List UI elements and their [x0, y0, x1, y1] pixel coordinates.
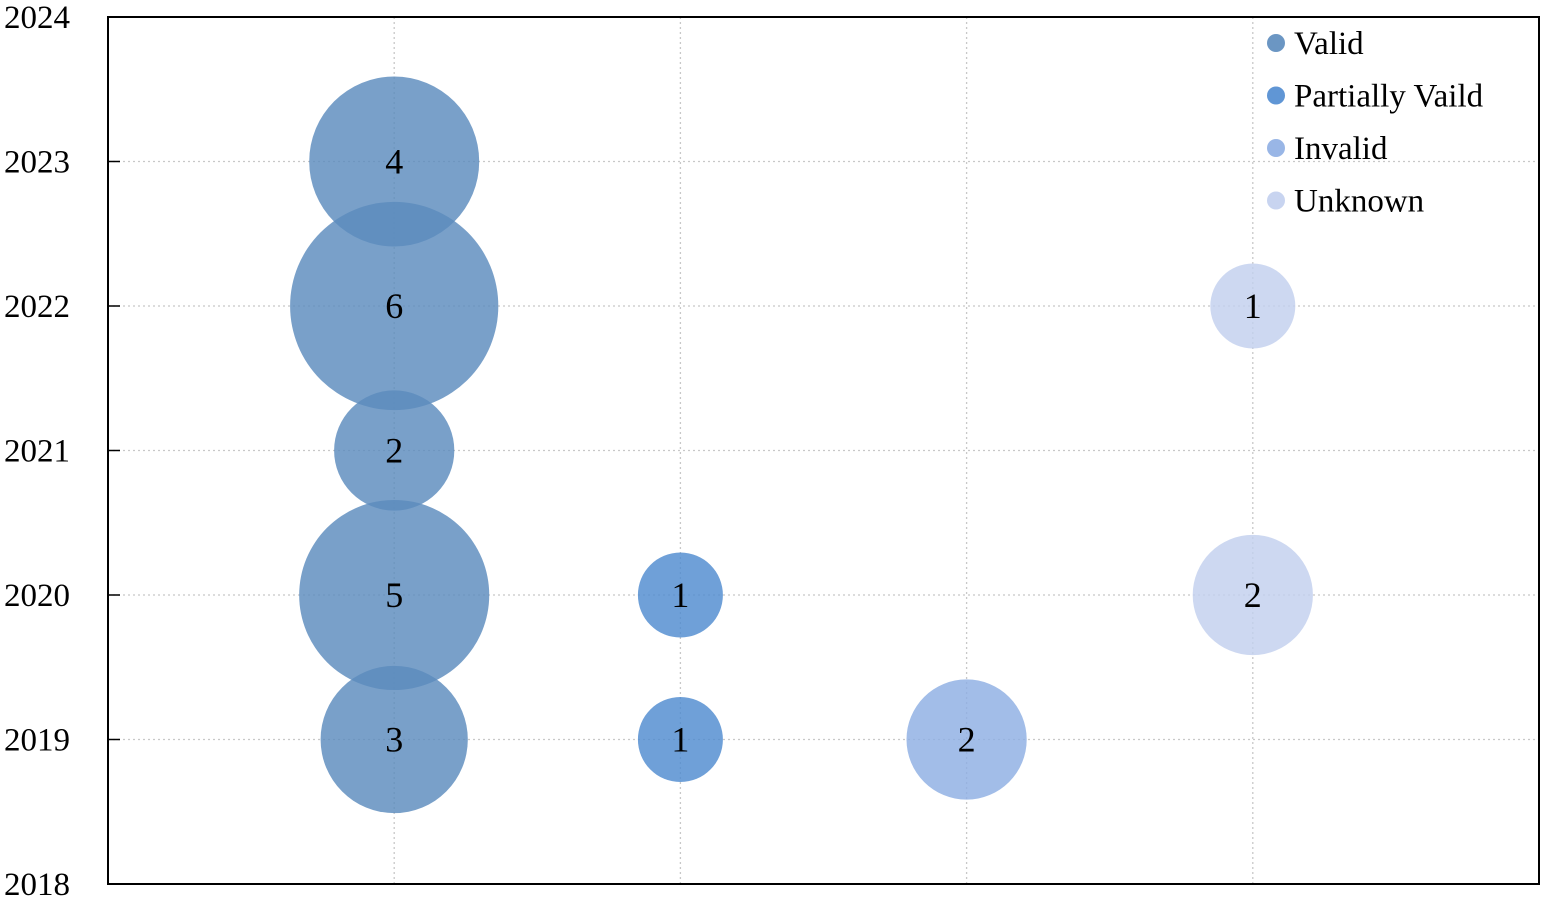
bubble-label-invalid-2019: 2 [958, 720, 976, 760]
legend-label: Partially Vaild [1294, 79, 1484, 115]
bubble-label-valid-2019: 3 [385, 720, 403, 760]
bubble-partially-vaild-2019 [637, 697, 723, 782]
legend-marker-icon [1267, 86, 1285, 105]
bubble-label-valid-2021: 2 [385, 431, 403, 471]
bubble-label-valid-2020: 5 [385, 575, 403, 615]
bubble-valid-2020 [299, 499, 490, 691]
bubble-label-partially-vaild-2019: 1 [671, 720, 689, 760]
legend-label: Valid [1294, 26, 1364, 62]
y-tick-label-2018: 2018 [4, 867, 70, 903]
legend-item-valid[interactable]: Valid [1267, 26, 1364, 62]
bubble-invalid-2019 [906, 679, 1027, 800]
legend[interactable]: Valid Partially Vaild Invalid Unknown [1267, 26, 1484, 220]
bubble-label-valid-2023: 4 [385, 142, 403, 182]
legend-item-unknown[interactable]: Unknown [1267, 184, 1424, 220]
legend-marker-icon [1267, 34, 1285, 52]
y-tick-label-2020: 2020 [4, 578, 70, 614]
bubble-label-unknown-2022: 1 [1244, 286, 1262, 326]
bubble-label-valid-2022: 6 [385, 286, 403, 326]
legend-label: Unknown [1294, 184, 1424, 220]
y-tick-label-2021: 2021 [4, 434, 70, 470]
bubble-valid-2021 [334, 390, 455, 511]
y-tick-label-2024: 2024 [4, 0, 70, 36]
bubble-unknown-2022 [1210, 263, 1296, 349]
gridlines [108, 17, 1539, 884]
bubble-labels: 4 6 2 5 3 1 1 2 1 2 [385, 142, 1262, 760]
legend-marker-icon [1267, 139, 1285, 157]
y-tick-label-2019: 2019 [4, 723, 70, 759]
bubbles [290, 76, 1313, 814]
legend-label: Invalid [1294, 131, 1388, 167]
legend-item-partially-vaild[interactable]: Partially Vaild [1267, 79, 1484, 115]
bubble-label-partially-vaild-2020: 1 [671, 575, 689, 615]
y-axis: 2018 2019 2020 2021 2022 2023 2024 [4, 0, 120, 903]
y-tick-label-2022: 2022 [4, 289, 70, 325]
bubble-unknown-2020 [1192, 534, 1313, 656]
bubble-label-unknown-2020: 2 [1244, 575, 1262, 615]
legend-item-invalid[interactable]: Invalid [1267, 131, 1388, 167]
legend-marker-icon [1267, 191, 1285, 210]
bubble-valid-2019 [320, 665, 468, 814]
y-tick-label-2023: 2023 [4, 145, 70, 181]
bubble-valid-2022 [290, 201, 499, 411]
bubble-partially-vaild-2020 [637, 552, 723, 638]
bubble-valid-2023 [309, 76, 480, 247]
